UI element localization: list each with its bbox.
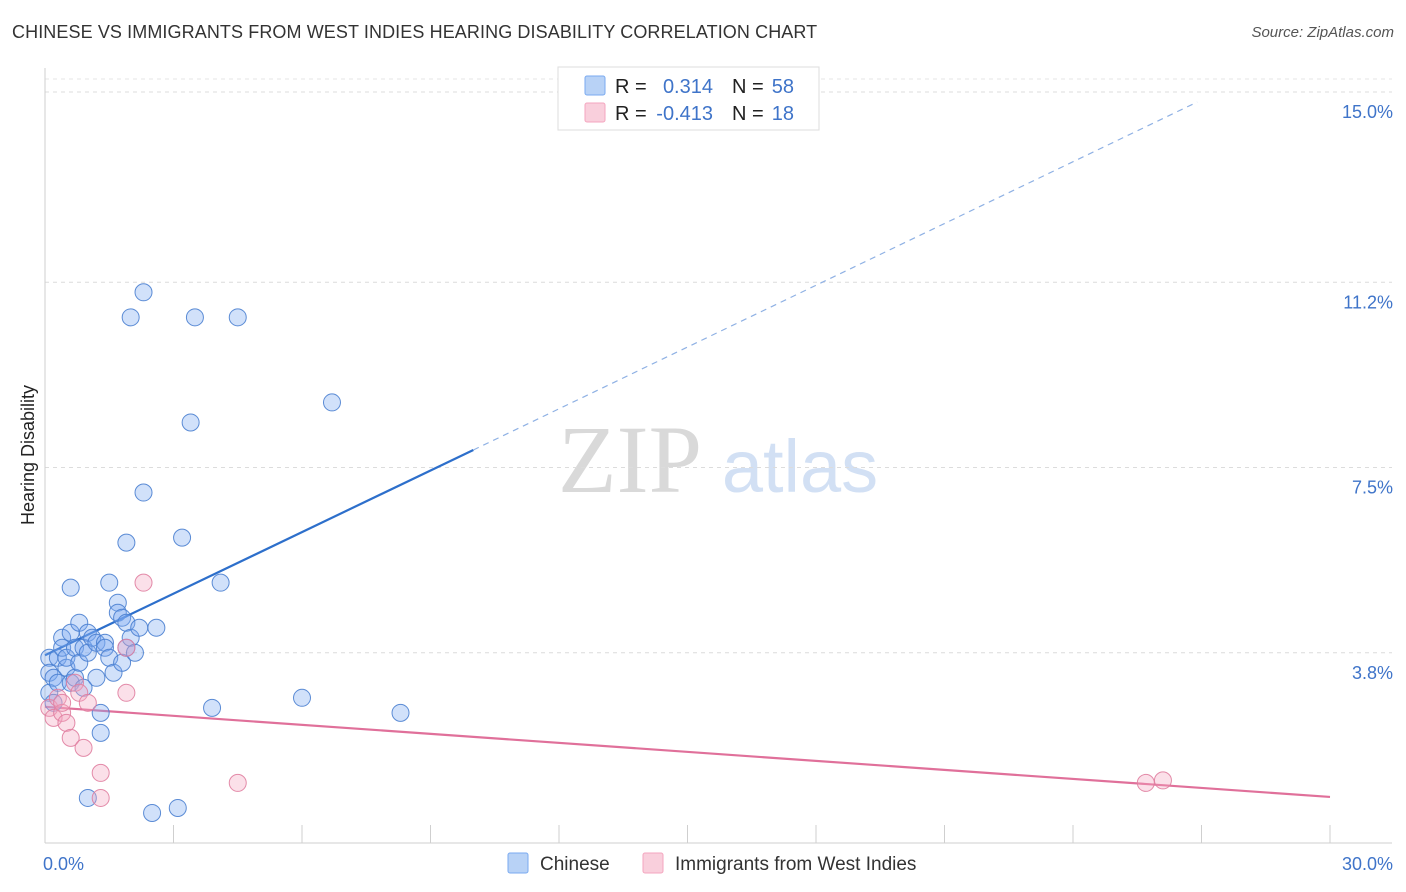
chinese-point xyxy=(100,573,119,592)
chinese-point xyxy=(78,788,97,807)
chinese-trend-line xyxy=(44,448,474,657)
west-indies-point xyxy=(91,763,110,782)
legend-r-label-2: R = xyxy=(615,103,647,125)
axes xyxy=(44,68,1392,844)
legend-top: R = 0.314 N = 58 R = -0.413 N = 18 xyxy=(557,66,820,131)
legend-swatch-west-indies xyxy=(584,102,606,123)
chinese-point xyxy=(322,393,341,412)
chinese-point xyxy=(121,308,140,327)
legend-r-label-1: R = xyxy=(615,76,647,98)
chinese-point xyxy=(113,653,132,672)
chinese-point xyxy=(53,638,72,657)
chinese-point xyxy=(181,413,200,432)
legend-r-value-2: -0.413 xyxy=(656,103,713,125)
source-label: Source: ZipAtlas.com xyxy=(1251,24,1394,41)
chinese-point xyxy=(108,593,127,612)
chinese-point xyxy=(95,638,114,657)
chinese-point xyxy=(185,308,204,327)
legend-bottom: Chinese Immigrants from West Indies xyxy=(507,852,916,875)
chinese-point xyxy=(91,703,110,722)
west-indies-point xyxy=(117,638,136,657)
chinese-point xyxy=(143,803,162,822)
west-indies-point xyxy=(1136,773,1155,792)
chinese-point xyxy=(147,618,166,637)
west-indies-point xyxy=(134,573,153,592)
y-tick-label: 15.0% xyxy=(1342,102,1393,122)
chinese-point xyxy=(168,798,187,817)
bottom-legend-label-west-indies: Immigrants from West Indies xyxy=(675,854,916,875)
chart-title: CHINESE VS IMMIGRANTS FROM WEST INDIES H… xyxy=(12,22,818,42)
tick-labels: 3.8% 7.5% 11.2% 15.0% 0.0% 30.0% xyxy=(43,102,1393,874)
chinese-point xyxy=(91,723,110,742)
y-tick-label: 7.5% xyxy=(1352,478,1393,498)
west-indies-point xyxy=(1153,771,1172,790)
watermark-atlas: atlas xyxy=(722,425,878,508)
west-indies-point xyxy=(53,693,72,712)
chinese-point xyxy=(125,643,144,662)
bottom-legend-swatch-chinese xyxy=(507,852,529,874)
west-indies-point xyxy=(61,728,80,747)
watermark-zip: ZIP xyxy=(558,406,702,513)
chinese-point xyxy=(95,633,114,652)
west-indies-point xyxy=(228,773,247,792)
x-tick-label-max: 30.0% xyxy=(1342,854,1393,874)
west-indies-point xyxy=(74,738,93,757)
legend-r-value-1: 0.314 xyxy=(663,76,713,98)
legend-n-value-1: 58 xyxy=(772,76,794,98)
y-tick-label: 3.8% xyxy=(1352,663,1393,683)
chinese-point xyxy=(173,528,192,547)
west-indies-point xyxy=(57,713,76,732)
legend-swatch-chinese xyxy=(584,75,606,96)
chinese-trend-extension xyxy=(473,101,1198,451)
chinese-point xyxy=(293,688,311,707)
west-indies-point xyxy=(78,693,97,712)
chinese-point xyxy=(53,628,72,647)
data-points xyxy=(40,283,1172,822)
chinese-point xyxy=(228,308,247,327)
chinese-point xyxy=(391,703,410,722)
chinese-point xyxy=(61,578,80,597)
chinese-point xyxy=(134,283,153,302)
west-indies-point xyxy=(91,788,110,807)
x-tick-label-min: 0.0% xyxy=(43,854,84,874)
chinese-point xyxy=(130,618,149,637)
west-indies-point xyxy=(65,673,84,692)
chinese-point xyxy=(134,483,153,502)
legend-n-label-2: N = xyxy=(732,103,764,125)
y-axis-label: Hearing Disability xyxy=(18,385,38,525)
west-indies-point xyxy=(53,703,72,722)
chinese-point xyxy=(203,698,222,717)
chinese-point xyxy=(211,573,230,592)
legend-n-value-2: 18 xyxy=(772,103,794,125)
grid-lines xyxy=(45,78,1392,654)
legend-n-label-1: N = xyxy=(732,76,764,98)
chinese-point xyxy=(87,668,106,687)
chinese-point xyxy=(117,533,136,552)
bottom-legend-label-chinese: Chinese xyxy=(540,854,610,875)
west-indies-trend-line xyxy=(44,705,1331,799)
bottom-legend-swatch-west-indies xyxy=(642,852,664,874)
y-tick-label: 11.2% xyxy=(1343,292,1393,312)
west-indies-point xyxy=(117,683,136,702)
